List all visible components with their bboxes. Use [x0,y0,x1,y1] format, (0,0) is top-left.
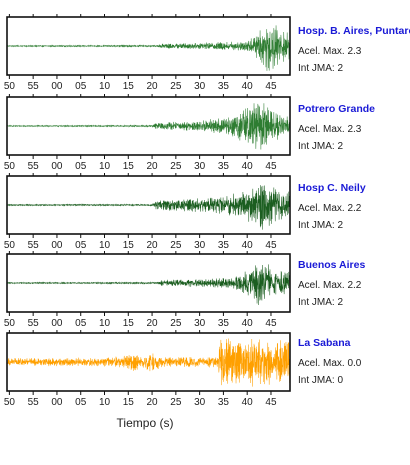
x-tick-label: 15 [123,240,135,251]
station-acceleration: Acel. Max. 2.3 [298,124,362,135]
x-tick-label: 35 [218,240,230,251]
x-tick-label: 00 [51,397,63,408]
station-intensity: Int JMA: 2 [298,220,344,231]
x-tick-label: 25 [170,397,182,408]
x-tick-label: 25 [170,161,182,172]
station-panel-3: Hosp C. Neily Acel. Max. 2.2 Int JMA: 2 [298,182,410,231]
x-tick-label: 00 [51,240,63,251]
x-tick-label: 05 [75,397,87,408]
x-tick-label: 10 [99,161,111,172]
station-acceleration: Acel. Max. 2.3 [298,46,362,57]
station-name: Potrero Grande [298,103,376,115]
station-name: Hosp. B. Aires, Puntare [298,25,410,37]
station-acceleration: Acel. Max. 0.0 [298,358,362,369]
seismogram-trace [6,338,291,387]
station-name: Buenos Aires [298,259,366,271]
x-tick-label: 40 [242,81,254,92]
station-name: Hosp C. Neily [298,182,366,194]
x-tick-label: 55 [28,240,40,251]
x-tick-label: 35 [218,318,230,329]
panel-frame [6,253,291,313]
x-tick-label: 00 [51,161,63,172]
station-panel-4: Buenos Aires Acel. Max. 2.2 Int JMA: 2 [298,259,410,308]
x-tick-label: 10 [99,240,111,251]
x-tick-label: 15 [123,81,135,92]
x-tick-label: 05 [75,81,87,92]
x-tick-label: 10 [99,81,111,92]
station-intensity: Int JMA: 0 [298,375,344,386]
x-tick-label: 35 [218,81,230,92]
panel-frame [6,332,291,392]
panel-frame [6,175,291,235]
x-tick-label: 05 [75,318,87,329]
x-tick-label: 40 [242,397,254,408]
station-intensity: Int JMA: 2 [298,63,344,74]
station-panel-1: Hosp. B. Aires, Puntare Acel. Max. 2.3 I… [298,25,410,74]
x-tick-label: 10 [99,397,111,408]
x-tick-label: 40 [242,318,254,329]
x-tick-label: 55 [28,161,40,172]
x-tick-label: 30 [194,81,206,92]
x-tick-label: 55 [28,81,40,92]
station-acceleration: Acel. Max. 2.2 [298,203,362,214]
panel-frame [6,16,291,76]
station-acceleration: Acel. Max. 2.2 [298,280,362,291]
x-tick-label: 35 [218,397,230,408]
x-tick-label: 20 [147,161,159,172]
x-tick-label: 45 [265,240,277,251]
x-tick-label: 15 [123,397,135,408]
x-tick-label: 45 [265,318,277,329]
x-tick-label: 30 [194,318,206,329]
station-panel-5: La Sabana Acel. Max. 0.0 Int JMA: 0 [298,337,410,386]
x-tick-label: 50 [4,318,16,329]
x-tick-label: 55 [28,318,40,329]
x-tick-label: 00 [51,81,63,92]
x-tick-label: 30 [194,397,206,408]
x-tick-label: 50 [4,240,16,251]
x-tick-label: 35 [218,161,230,172]
x-tick-label: 50 [4,161,16,172]
x-tick-label: 05 [75,161,87,172]
seismogram-trace [6,25,291,71]
x-tick-label: 45 [265,397,277,408]
station-panel-2: Potrero Grande Acel. Max. 2.3 Int JMA: 2 [298,103,410,152]
x-tick-label: 10 [99,318,111,329]
x-tick-label: 15 [123,318,135,329]
seismogram-trace [6,185,291,230]
x-tick-label: 15 [123,161,135,172]
x-tick-label: 40 [242,161,254,172]
station-intensity: Int JMA: 2 [298,141,344,152]
x-tick-label: 40 [242,240,254,251]
x-tick-label: 55 [28,397,40,408]
seismogram-trace [6,264,291,306]
station-intensity: Int JMA: 2 [298,297,344,308]
x-tick-label: 30 [194,240,206,251]
x-tick-label: 50 [4,81,16,92]
station-name: La Sabana [298,337,351,349]
x-axis-label: Tiempo (s) [116,416,174,430]
x-tick-label: 30 [194,161,206,172]
seismogram-trace [6,103,291,150]
x-tick-label: 00 [51,318,63,329]
x-tick-label: 25 [170,240,182,251]
x-tick-label: 20 [147,397,159,408]
x-tick-label: 20 [147,240,159,251]
panel-frame [6,96,291,156]
x-tick-label: 20 [147,81,159,92]
x-tick-label: 50 [4,397,16,408]
x-tick-label: 45 [265,161,277,172]
x-tick-label: 20 [147,318,159,329]
x-tick-label: 45 [265,81,277,92]
x-tick-label: 05 [75,240,87,251]
x-tick-label: 25 [170,318,182,329]
x-tick-label: 25 [170,81,182,92]
